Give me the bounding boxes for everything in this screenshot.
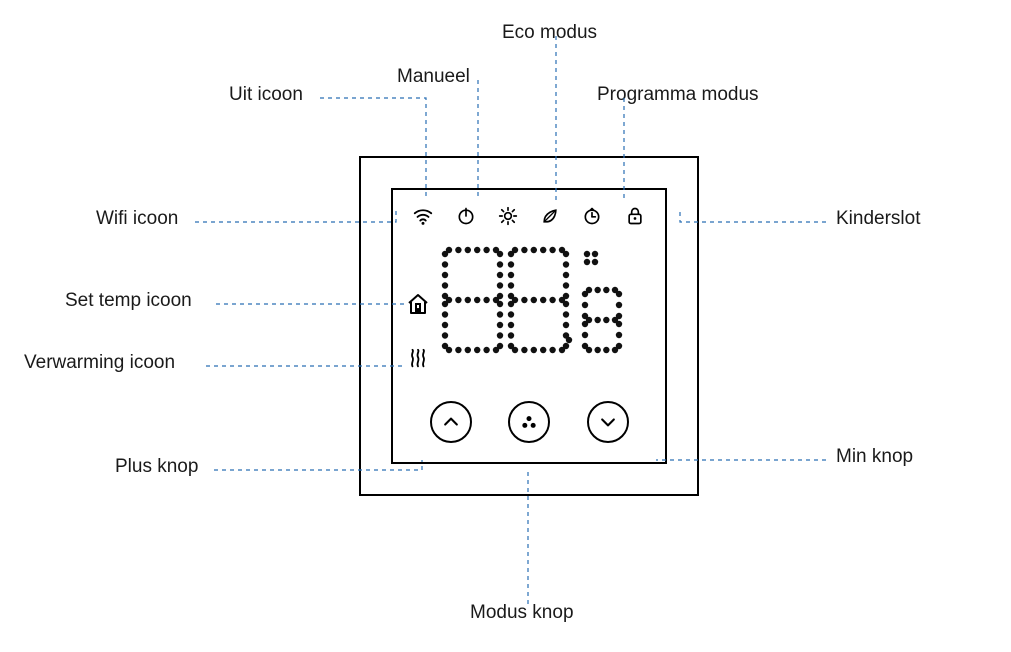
side-icon-column <box>403 276 433 386</box>
program-clock-icon <box>580 204 604 228</box>
thermostat-device <box>359 156 699 496</box>
label-manual: Manueel <box>397 66 470 88</box>
plus-up-button[interactable] <box>430 401 472 443</box>
label-mode: Modus knop <box>470 602 574 624</box>
label-settemp: Set temp icoon <box>65 290 192 312</box>
wifi-icon <box>411 204 435 228</box>
child-lock-icon <box>623 204 647 228</box>
label-minus: Min knop <box>836 446 913 468</box>
label-off: Uit icoon <box>229 84 303 106</box>
button-row <box>393 396 665 448</box>
label-lock: Kinderslot <box>836 208 921 230</box>
set-temp-house-icon <box>405 291 431 317</box>
temperature-display <box>441 246 651 386</box>
label-program: Programma modus <box>597 84 759 106</box>
label-eco: Eco modus <box>502 22 597 44</box>
heating-waves-icon <box>405 346 431 372</box>
manual-sun-icon <box>496 204 520 228</box>
mode-button[interactable] <box>508 401 550 443</box>
label-heat: Verwarming icoon <box>24 352 175 374</box>
top-icon-row <box>393 200 665 232</box>
thermostat-screen <box>391 188 667 464</box>
minus-down-button[interactable] <box>587 401 629 443</box>
power-off-icon <box>454 204 478 228</box>
diagram-stage: Wifi icoon Uit icoon Manueel Eco modus P… <box>0 0 1011 652</box>
eco-leaf-icon <box>538 204 562 228</box>
label-wifi: Wifi icoon <box>96 208 178 230</box>
label-plus: Plus knop <box>115 456 198 478</box>
